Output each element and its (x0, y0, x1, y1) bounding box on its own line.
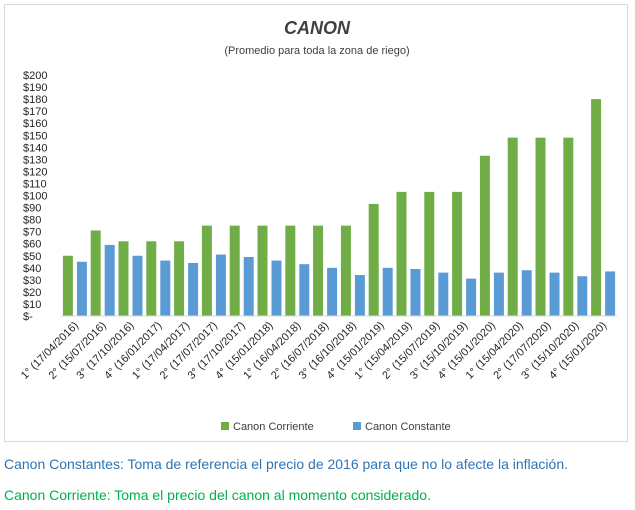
y-tick-label: $150 (23, 130, 47, 142)
bar-canon-constante (132, 255, 143, 316)
bar-canon-constante (188, 262, 199, 316)
bar-canon-corriente (563, 137, 574, 316)
bar-canon-corriente (146, 241, 157, 316)
bars-group (62, 99, 616, 316)
bar-canon-constante (76, 261, 87, 316)
y-tick-label: $190 (23, 82, 47, 94)
y-tick-label: $140 (23, 142, 47, 154)
x-axis-ticks: 1° (17/04/2016)2° (15/07/2016)3° (17/10/… (19, 320, 609, 382)
bar-canon-constante (521, 270, 532, 316)
bar-canon-corriente (507, 137, 518, 316)
bar-canon-constante (243, 256, 254, 316)
bar-canon-constante (577, 276, 588, 316)
bar-canon-corriente (229, 225, 240, 316)
bar-canon-constante (605, 271, 616, 316)
y-axis-ticks: $-$10$20$30$40$50$60$70$80$90$100$110$12… (23, 70, 47, 323)
bar-canon-corriente (90, 230, 101, 316)
canon-bar-chart: CANON (Promedio para toda la zona de rie… (19, 18, 617, 433)
bar-canon-corriente (479, 155, 490, 316)
bar-canon-constante (354, 275, 365, 316)
note-canon-constante: Canon Constantes: Toma de referencia el … (4, 456, 568, 472)
note-canon-corriente: Canon Corriente: Toma el precio del cano… (4, 487, 431, 503)
legend-swatch-constante (353, 422, 361, 430)
bar-canon-corriente (424, 191, 435, 316)
bar-canon-corriente (62, 255, 73, 316)
y-tick-label: $60 (23, 239, 41, 251)
chart-subtitle: (Promedio para toda la zona de riego) (224, 45, 409, 57)
bar-canon-constante (382, 267, 393, 316)
bar-canon-constante (215, 254, 226, 316)
chart-frame: CANON (Promedio para toda la zona de rie… (4, 4, 628, 442)
bar-canon-constante (493, 272, 504, 316)
y-tick-label: $70 (23, 227, 41, 239)
y-tick-label: $30 (23, 275, 41, 287)
bar-canon-corriente (201, 225, 212, 316)
bar-canon-constante (466, 278, 477, 316)
y-tick-label: $160 (23, 118, 47, 130)
bar-canon-constante (438, 272, 449, 316)
y-tick-label: $20 (23, 287, 41, 299)
bar-canon-corriente (452, 191, 463, 316)
y-tick-label: $100 (23, 191, 47, 203)
y-tick-label: $110 (23, 178, 47, 190)
bar-canon-corriente (257, 225, 268, 316)
y-tick-label: $120 (23, 166, 47, 178)
y-tick-label: $170 (23, 106, 47, 118)
bar-canon-constante (104, 244, 115, 316)
bar-canon-corriente (174, 241, 185, 316)
legend-swatch-corriente (221, 422, 229, 430)
y-tick-label: $180 (23, 94, 47, 106)
bar-canon-constante (299, 264, 310, 316)
y-tick-label: $40 (23, 263, 41, 275)
bar-canon-constante (327, 267, 338, 316)
y-tick-label: $90 (23, 203, 41, 215)
legend-label-constante: Canon Constante (365, 421, 451, 433)
legend: Canon Corriente Canon Constante (221, 421, 451, 433)
bar-canon-constante (271, 260, 282, 316)
chart-title: CANON (284, 18, 351, 38)
bar-canon-corriente (368, 203, 379, 316)
y-tick-label: $10 (23, 299, 41, 311)
legend-label-corriente: Canon Corriente (233, 421, 314, 433)
bar-canon-corriente (313, 225, 324, 316)
y-tick-label: $80 (23, 215, 41, 227)
bar-canon-corriente (535, 137, 546, 316)
bar-canon-constante (549, 272, 560, 316)
y-tick-label: $50 (23, 251, 41, 263)
bar-canon-corriente (118, 241, 129, 316)
bar-canon-constante (410, 269, 421, 316)
bar-canon-corriente (340, 225, 351, 316)
bar-canon-corriente (396, 191, 407, 316)
bar-canon-corriente (285, 225, 296, 316)
y-tick-label: $200 (23, 70, 47, 82)
bar-canon-corriente (591, 99, 602, 316)
bar-canon-constante (160, 260, 171, 316)
y-tick-label: $- (23, 311, 33, 323)
y-tick-label: $130 (23, 154, 47, 166)
